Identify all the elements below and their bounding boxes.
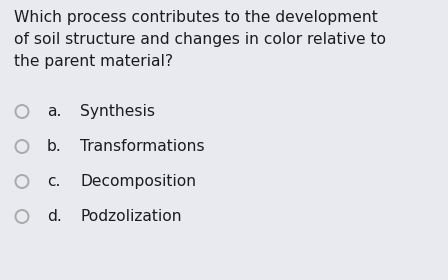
Text: a.: a. [47,104,61,119]
Text: the parent material?: the parent material? [14,54,173,69]
Text: Decomposition: Decomposition [80,174,196,189]
Text: Podzolization: Podzolization [80,209,181,224]
Text: Synthesis: Synthesis [80,104,155,119]
Text: d.: d. [47,209,62,224]
Text: Transformations: Transformations [80,139,205,154]
Text: Which process contributes to the development: Which process contributes to the develop… [14,10,378,25]
Text: c.: c. [47,174,60,189]
Text: of soil structure and changes in color relative to: of soil structure and changes in color r… [14,32,386,47]
Text: b.: b. [47,139,62,154]
